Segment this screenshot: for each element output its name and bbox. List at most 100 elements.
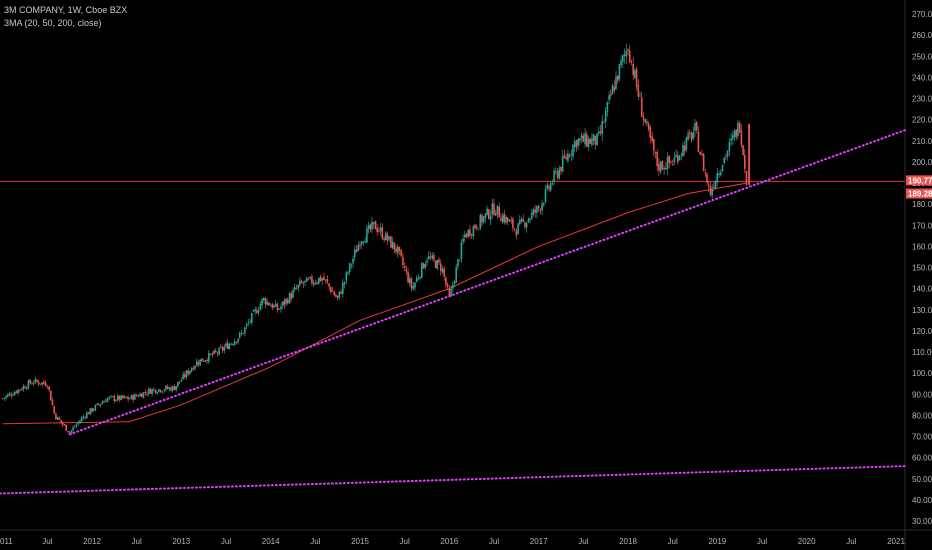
candle[interactable] <box>355 244 358 253</box>
candle[interactable] <box>613 80 616 94</box>
candle[interactable] <box>637 79 640 100</box>
candle[interactable] <box>706 172 708 186</box>
candle[interactable] <box>75 422 78 429</box>
candle[interactable] <box>513 227 516 232</box>
candle[interactable] <box>467 229 469 238</box>
candle[interactable] <box>287 296 289 305</box>
candle[interactable] <box>3 397 6 401</box>
candle[interactable] <box>335 292 337 298</box>
candle[interactable] <box>266 298 268 306</box>
candle[interactable] <box>730 133 732 146</box>
candle[interactable] <box>668 155 670 169</box>
candle[interactable] <box>525 221 528 233</box>
candle[interactable] <box>94 404 97 412</box>
candle[interactable] <box>192 365 195 371</box>
candle[interactable] <box>716 167 719 187</box>
candle[interactable] <box>283 297 286 309</box>
candle[interactable] <box>742 144 744 157</box>
candle[interactable] <box>151 388 153 397</box>
candle[interactable] <box>462 234 464 245</box>
candle[interactable] <box>288 291 291 304</box>
candle[interactable] <box>305 277 308 282</box>
candle[interactable] <box>89 408 92 416</box>
candle[interactable] <box>484 213 487 223</box>
candle[interactable] <box>263 297 265 303</box>
candle[interactable] <box>563 149 566 160</box>
candle[interactable] <box>692 126 695 141</box>
candle[interactable] <box>584 127 586 148</box>
candle[interactable] <box>300 279 303 284</box>
candle[interactable] <box>348 262 351 276</box>
candle[interactable] <box>397 244 399 258</box>
candle[interactable] <box>469 224 471 239</box>
candle[interactable] <box>158 388 160 393</box>
candle[interactable] <box>15 390 18 394</box>
candle[interactable] <box>242 332 244 335</box>
candle[interactable] <box>640 91 643 117</box>
candle[interactable] <box>360 240 363 250</box>
candle[interactable] <box>39 383 42 386</box>
candle[interactable] <box>567 149 569 164</box>
candle[interactable] <box>421 262 423 279</box>
candle[interactable] <box>372 221 375 229</box>
candle[interactable] <box>144 389 147 396</box>
candle[interactable] <box>488 208 490 220</box>
candle[interactable] <box>695 120 698 134</box>
candle[interactable] <box>77 420 80 426</box>
candle[interactable] <box>601 114 603 141</box>
candle[interactable] <box>27 379 30 390</box>
candle[interactable] <box>247 318 250 327</box>
candle[interactable] <box>702 152 705 172</box>
candle[interactable] <box>285 298 287 307</box>
candle[interactable] <box>374 220 377 230</box>
candle[interactable] <box>622 54 624 68</box>
candle[interactable] <box>259 301 262 311</box>
candle[interactable] <box>125 396 128 399</box>
candle[interactable] <box>505 214 507 225</box>
candle[interactable] <box>149 387 152 394</box>
candle[interactable] <box>414 282 416 292</box>
candle[interactable] <box>230 342 232 346</box>
candle[interactable] <box>5 395 7 401</box>
candle[interactable] <box>276 302 279 313</box>
candle[interactable] <box>251 312 253 326</box>
candle[interactable] <box>410 276 413 292</box>
candle[interactable] <box>457 259 459 270</box>
candle[interactable] <box>720 169 722 177</box>
candle[interactable] <box>431 252 433 261</box>
candle[interactable] <box>41 382 43 388</box>
candle[interactable] <box>228 342 231 350</box>
candle[interactable] <box>156 391 159 395</box>
candle[interactable] <box>391 236 394 250</box>
candle[interactable] <box>232 343 234 347</box>
candle[interactable] <box>486 205 488 216</box>
candle[interactable] <box>165 384 167 392</box>
candle[interactable] <box>512 216 514 232</box>
candle[interactable] <box>647 121 650 132</box>
candle[interactable] <box>44 380 47 387</box>
candle[interactable] <box>43 379 45 385</box>
candle[interactable] <box>268 302 270 306</box>
candle[interactable] <box>738 120 741 134</box>
candle[interactable] <box>477 228 480 230</box>
candle[interactable] <box>142 392 145 399</box>
candle[interactable] <box>446 282 449 291</box>
candle[interactable] <box>147 387 150 397</box>
candle[interactable] <box>405 265 408 276</box>
candle[interactable] <box>453 280 456 287</box>
candle[interactable] <box>214 348 217 354</box>
candle[interactable] <box>330 286 332 294</box>
candle[interactable] <box>336 295 339 301</box>
candle[interactable] <box>345 270 348 285</box>
candle[interactable] <box>659 160 662 175</box>
candle[interactable] <box>359 240 361 250</box>
candle[interactable] <box>508 218 511 222</box>
candle[interactable] <box>572 144 574 161</box>
candle[interactable] <box>670 159 672 165</box>
candle[interactable] <box>233 338 236 346</box>
candle[interactable] <box>235 341 238 345</box>
candle[interactable] <box>331 286 334 292</box>
support-trendline[interactable] <box>68 129 906 436</box>
price-axis[interactable]: 270.00 260.00 250.00 240.00 230.00 220.00 210.… <box>912 10 932 526</box>
candle[interactable] <box>549 181 552 192</box>
